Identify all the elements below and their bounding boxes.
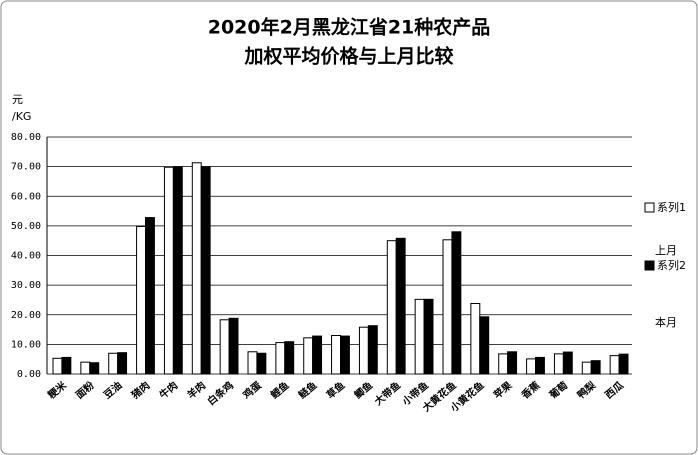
y-tick-label: 0.00 (17, 369, 41, 380)
bar (284, 341, 295, 375)
bar (136, 225, 146, 375)
bar (451, 231, 462, 375)
chart-subtitle: 加权平均价格与上月比较 (243, 45, 453, 68)
bar (590, 360, 601, 375)
bar (470, 302, 481, 375)
bar (367, 325, 378, 375)
y-tick-label: 40.00 (11, 251, 41, 262)
bar (172, 166, 183, 375)
bar (498, 353, 509, 375)
bar (191, 162, 202, 375)
bar (275, 342, 286, 375)
bar (89, 362, 100, 375)
annotation: 上月 (655, 244, 677, 257)
bar (618, 353, 629, 375)
bar (507, 351, 518, 375)
bar (219, 319, 230, 375)
bar (117, 352, 128, 375)
y-tick-label: 80.00 (11, 132, 41, 143)
bar (609, 355, 620, 375)
legend-swatch (644, 260, 655, 271)
legend-swatch (644, 202, 655, 213)
bar (526, 358, 536, 375)
bar (61, 356, 72, 375)
bar (52, 357, 63, 375)
bar (247, 351, 258, 375)
y-tick-label: 50.00 (11, 221, 41, 232)
bar (442, 239, 453, 375)
bar (228, 317, 239, 375)
bar (386, 240, 397, 375)
bar (562, 351, 573, 375)
bar (358, 326, 369, 375)
y-tick-label: 10.00 (11, 339, 41, 350)
bar (200, 166, 211, 375)
bar (414, 298, 425, 375)
bar (312, 335, 323, 375)
y-tick-label: 60.00 (11, 191, 41, 202)
y-tick-label: 30.00 (11, 280, 41, 291)
bar (423, 298, 434, 375)
bar (256, 352, 267, 375)
y-tick-label: 70.00 (11, 162, 41, 173)
bar (80, 361, 91, 375)
bar (395, 237, 406, 375)
bar (145, 217, 155, 375)
bar (479, 316, 490, 375)
legend-label: 系列2 (657, 258, 686, 272)
y-axis-unit: /KG (12, 110, 31, 123)
legend-label: 系列1 (657, 200, 686, 214)
bar (535, 356, 545, 375)
bar (163, 166, 174, 375)
y-tick-label: 20.00 (11, 310, 41, 321)
bar (331, 334, 342, 375)
annotation: 本月 (655, 315, 677, 329)
bar (303, 337, 314, 375)
bar (553, 353, 564, 375)
bar (340, 335, 350, 375)
bar (108, 352, 119, 375)
chart-title: 2020年2月黑龙江省21种农产品 (208, 16, 491, 39)
bar (581, 361, 592, 375)
y-axis-label: 元 (12, 93, 23, 106)
